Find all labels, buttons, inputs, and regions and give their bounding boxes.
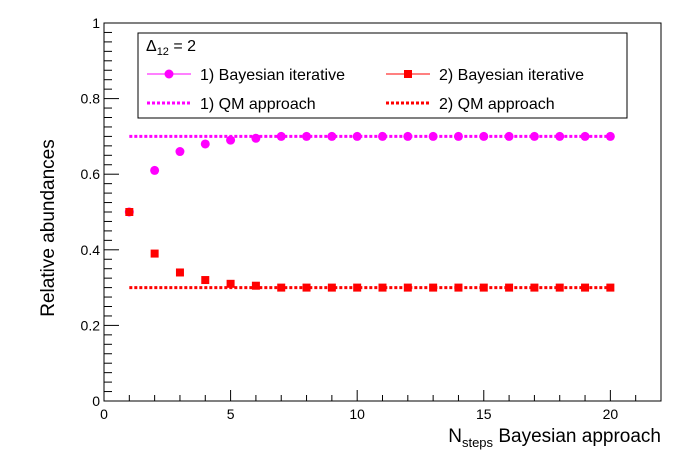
legend-entry: 1) Bayesian iterative	[147, 67, 345, 84]
data-point-circle	[428, 131, 438, 141]
data-point-circle	[200, 139, 210, 149]
legend-marker-circle	[164, 69, 174, 79]
x-axis-title: Nsteps Bayesian approach	[448, 426, 661, 450]
y-tick-label: 0	[92, 393, 100, 409]
legend-marker-square	[404, 70, 412, 78]
data-point-square	[479, 283, 488, 292]
data-point-circle	[479, 131, 489, 141]
x-axis-title-rest: Bayesian approach	[493, 426, 661, 447]
data-point-square	[378, 283, 387, 292]
y-tick-label: 0.6	[81, 166, 101, 182]
legend-entry: 2) Bayesian iterative	[386, 67, 584, 84]
legend-entries: 1) Bayesian iterative 2) Bayesian iterati…	[147, 67, 584, 113]
data-point-square	[403, 283, 412, 292]
legend-header-main: Δ	[146, 38, 157, 55]
data-point-circle	[403, 131, 413, 141]
x-tick-label: 10	[349, 406, 365, 422]
x-tick-label: 15	[476, 406, 492, 422]
y-tick-label: 0.4	[81, 242, 101, 258]
data-point-circle	[226, 135, 236, 145]
data-point-square	[429, 283, 438, 292]
legend-label: 1) QM approach	[200, 96, 316, 113]
data-point-circle	[150, 165, 160, 175]
x-axis-title-subscript: steps	[462, 435, 494, 450]
legend-header: Δ12 = 2	[146, 38, 196, 58]
data-point-square	[505, 283, 514, 292]
legend-entry: 2) QM approach	[386, 96, 555, 113]
legend: Δ12 = 2 1) Bayesian iterative 2) Bayesian…	[137, 32, 628, 119]
data-point-circle	[504, 131, 514, 141]
data-point-square	[150, 249, 159, 258]
data-point-circle	[453, 131, 463, 141]
y-tick-label: 1	[92, 15, 100, 31]
data-point-circle	[251, 133, 261, 143]
legend-box	[137, 32, 628, 119]
y-tick-label: 0.2	[81, 317, 101, 333]
legend-label: 1) Bayesian iterative	[200, 67, 345, 84]
data-point-square	[226, 279, 235, 288]
legend-label: 2) QM approach	[439, 96, 555, 113]
x-axis-title-main: N	[448, 426, 462, 447]
x-tick-label: 5	[227, 406, 235, 422]
legend-header-subscript: 12	[157, 46, 169, 58]
legend-entry: 1) QM approach	[147, 96, 316, 113]
data-point-circle	[175, 147, 185, 157]
data-point-square	[175, 268, 184, 277]
y-axis-title: Relative abundances	[38, 139, 59, 316]
data-point-square	[125, 208, 134, 216]
y-tick-label: 0.8	[81, 91, 101, 107]
data-point-square	[454, 283, 463, 292]
x-tick-label: 20	[603, 406, 619, 422]
data-point-circle	[378, 131, 387, 141]
data-point-square	[251, 281, 260, 290]
data-point-square	[201, 276, 210, 285]
legend-header-rest: = 2	[169, 38, 196, 55]
y-axis: 0 0.2 0.4 0.6 0.8 1	[81, 15, 119, 409]
x-tick-label: 0	[100, 406, 108, 422]
series-layer	[124, 131, 615, 292]
legend-label: 2) Bayesian iterative	[439, 67, 584, 84]
